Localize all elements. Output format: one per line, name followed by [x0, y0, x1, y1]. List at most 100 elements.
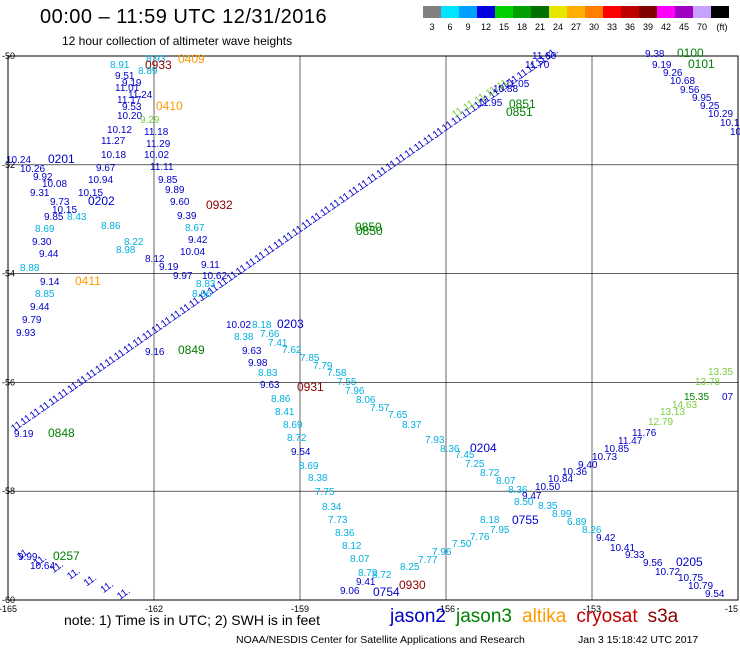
page-subtitle: 12 hour collection of altimeter wave hei… — [62, 34, 293, 48]
colorbar-swatch — [495, 6, 513, 18]
wave-height-label: 8.86 — [101, 221, 121, 232]
wave-height-label: 8.18 — [480, 515, 500, 526]
wave-height-label: 9.44 — [30, 302, 50, 313]
wave-height-label: 7.95 — [490, 525, 510, 536]
wave-height-label: 9.47 — [522, 491, 542, 502]
wave-height-label: 8.83 — [196, 279, 216, 290]
page-title: 00:00 – 11:59 UTC 12/31/2016 — [40, 6, 328, 28]
wave-height-label: 8.36 — [335, 528, 355, 539]
wave-height-label: 7.75 — [315, 487, 335, 498]
wave-height-label: 9.33 — [625, 550, 645, 561]
wave-height-label: 7.79 — [313, 361, 333, 372]
wave-height-label: 11.76 — [632, 428, 657, 439]
wave-height-label: 9.85 — [44, 212, 64, 223]
wave-height-label: 11.01 — [115, 83, 140, 94]
wave-height-label: 8.35 — [538, 501, 558, 512]
colorbar-swatch — [603, 6, 621, 18]
legend-item-cryosat: cryosat — [576, 606, 638, 627]
timestamp: Jan 3 15:18:42 UTC 2017 — [578, 634, 699, 646]
wave-height-label: 12.79 — [648, 417, 673, 428]
wave-height-label: 8.41 — [275, 407, 295, 418]
wave-height-label: 9.79 — [22, 315, 42, 326]
wave-height-label: 9.67 — [96, 163, 116, 174]
wave-height-label: 8.91 — [110, 60, 130, 71]
wave-height-label: 11.95 — [478, 98, 503, 109]
wave-height-label: 9.99 — [18, 552, 38, 563]
wave-height-label: 8.12 — [342, 541, 362, 552]
wave-height-label: 7.50 — [452, 539, 472, 550]
wave-height-label: 10.08 — [42, 179, 67, 190]
pass-time-label: 0933 — [145, 58, 172, 72]
wave-height-label: 9.95 — [692, 93, 712, 104]
colorbar-swatch — [549, 6, 567, 18]
colorbar-swatch — [423, 6, 441, 18]
wave-height-label: 8.86 — [271, 394, 291, 405]
wave-height-label: 10.02 — [226, 320, 251, 331]
wave-height-label: 8.12 — [145, 254, 165, 265]
wave-height-label: 8.25 — [400, 562, 420, 573]
legend-item-jason3: jason3 — [456, 606, 512, 627]
colorbar-swatch — [693, 6, 711, 18]
wave-height-label: 7.73 — [328, 515, 348, 526]
pass-time-label: 0203 — [277, 317, 304, 331]
colorbar-label: 30 — [589, 22, 599, 32]
pass-time-label: 0101 — [688, 57, 715, 71]
wave-height-label: 8.66 — [192, 289, 212, 300]
colorbar-label: 21 — [535, 22, 545, 32]
pass-time-label: 0100 — [677, 46, 704, 60]
wave-height-label: 9.98 — [248, 358, 268, 369]
satellite-legend: jason2 jason3 altika cryosat s3a — [390, 606, 688, 628]
wave-height-label: 7.55 — [337, 377, 357, 388]
latitude-tick-label: -50 — [2, 51, 15, 61]
wave-height-label: 9.85 — [158, 175, 178, 186]
wave-height-label: 7.25 — [465, 459, 485, 470]
wave-height-label: 7.76 — [470, 532, 490, 543]
wave-height-label: 9.89 — [165, 185, 185, 196]
wave-height-label: 7.96 — [345, 386, 365, 397]
longitude-tick-label: -165 — [0, 604, 17, 614]
wave-height-label: 11.05 — [505, 79, 530, 90]
wave-height-label: 8.07 — [496, 476, 516, 487]
wave-height-label: 8.93 — [146, 54, 166, 65]
wave-height-label: 10.12 — [107, 125, 132, 136]
wave-height-label: 10 — [730, 127, 740, 138]
wave-height-label: 10.50 — [535, 482, 560, 493]
longitude-tick-label: -15 — [725, 604, 738, 614]
pass-time-label: 0201 — [48, 152, 75, 166]
wave-height-label: 10.04 — [180, 247, 205, 258]
wave-height-label: 7.41 — [268, 338, 288, 349]
colorbar-label: 9 — [465, 22, 470, 32]
wave-height-label: 8.85 — [35, 289, 55, 300]
wave-height-label: 9.42 — [188, 235, 208, 246]
latitude-tick-label: -52 — [2, 160, 15, 170]
wave-height-label: 8.72 — [480, 468, 500, 479]
pass-time-label: 0850 — [356, 224, 383, 238]
wave-height-label: 8.69 — [299, 461, 319, 472]
wave-height-label: 13.35 — [708, 367, 733, 378]
wave-height-label: 7.66 — [260, 329, 280, 340]
colorbar-label: 70 — [697, 22, 707, 32]
wave-height-label: 10.68 — [670, 76, 695, 87]
pass-time-label: 0850 — [355, 220, 382, 234]
wave-height-label: 8.72 — [287, 433, 307, 444]
pass-time-label: 0851 — [509, 97, 536, 111]
colorbar-label: 12 — [481, 22, 491, 32]
pass-time-label: 0257 — [53, 549, 80, 563]
colorbar-swatch — [657, 6, 675, 18]
wave-height-label: 8.22 — [124, 237, 144, 248]
wave-height-label: 8.72 — [372, 570, 392, 581]
wave-height-label: 11.17 — [117, 95, 142, 106]
wave-height-label: 8.79 — [358, 568, 378, 579]
pass-time-label: 0205 — [676, 555, 703, 569]
colorbar-swatch — [531, 6, 549, 18]
pass-time-label: 0202 — [88, 194, 115, 208]
colorbar-label: 45 — [679, 22, 689, 32]
colorbar-label: 36 — [625, 22, 635, 32]
wave-height-label: 9.56 — [680, 85, 700, 96]
wave-height-label: 9.14 — [40, 277, 60, 288]
wave-height-label: 11.70 — [525, 60, 550, 71]
pass-time-label: 0754 — [373, 585, 400, 599]
wave-height-label: 9.19 — [652, 60, 672, 71]
footnote: note: 1) Time is in UTC; 2) SWH is in fe… — [64, 612, 320, 628]
wave-height-label: 7.58 — [327, 368, 347, 379]
